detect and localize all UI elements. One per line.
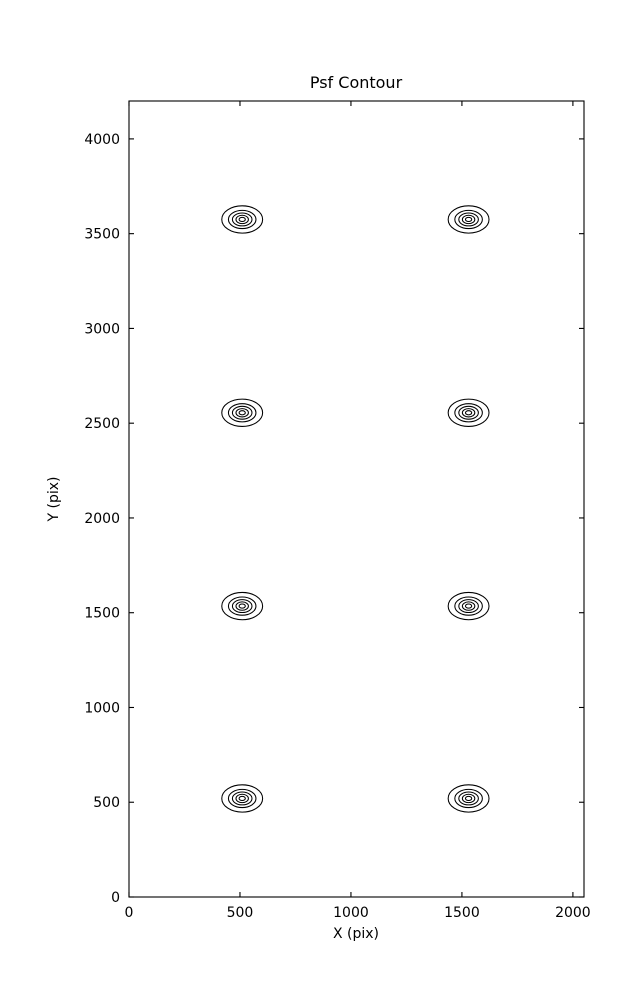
x-axis-ticks: 0 500 1000 1500 2000 [125, 101, 591, 921]
contour-ring [458, 791, 479, 806]
contour-ring [447, 398, 490, 427]
contour-ring [238, 216, 246, 223]
contour-ring [461, 601, 476, 611]
psf-contour-group [221, 205, 264, 234]
x-tick-label: 2000 [555, 905, 591, 921]
y-tick-label: 4000 [84, 132, 120, 148]
psf-contour-group [221, 784, 264, 813]
contour-ring [458, 599, 479, 614]
contour-ring [464, 216, 473, 223]
x-tick-label: 500 [227, 905, 254, 921]
psf-contour-group [447, 784, 490, 813]
y-tick-label: 2000 [84, 511, 120, 527]
contour-ring [221, 398, 264, 427]
contour-ring [461, 793, 476, 804]
contour-ring [464, 603, 473, 609]
contour-ring [231, 405, 253, 420]
axes-frame [128, 100, 585, 898]
contour-ring [464, 410, 473, 416]
contour-ring [221, 784, 264, 813]
contour-ring [221, 205, 264, 234]
contour-ring [235, 214, 249, 225]
contour-ring [447, 205, 490, 234]
contour-ring [231, 791, 253, 806]
y-tick-label: 3500 [84, 227, 120, 243]
contour-ring [227, 209, 257, 230]
contour-ring [231, 212, 253, 227]
y-tick-label: 1000 [84, 700, 120, 716]
contour-ring [464, 795, 473, 802]
contour-ring [235, 601, 249, 611]
contour-ring [447, 591, 490, 621]
y-tick-label: 1500 [84, 606, 120, 622]
contour-ring [447, 784, 490, 813]
contour-ring [454, 403, 483, 423]
contour-ring [238, 410, 246, 416]
contour-ring [235, 793, 249, 804]
psf-contour-group [221, 591, 264, 621]
psf-contour-group [221, 398, 264, 427]
y-axis-ticks: 0 500 1000 1500 2000 2500 3000 3500 4000 [84, 132, 584, 906]
contour-ring [238, 795, 246, 802]
plot-title: Psf Contour [310, 73, 403, 92]
contour-ring [235, 408, 249, 418]
psf-contour-group [447, 398, 490, 427]
psf-contour-group [447, 591, 490, 621]
contour-ring [454, 596, 483, 616]
contour-ring [458, 405, 479, 420]
contour-ring [227, 596, 257, 616]
x-tick-label: 0 [125, 905, 134, 921]
contour-ring [231, 599, 253, 614]
x-tick-label: 1500 [444, 905, 480, 921]
contour-series [221, 205, 490, 813]
psf-contour-group [447, 205, 490, 234]
contour-ring [238, 603, 246, 609]
x-tick-label: 1000 [333, 905, 369, 921]
contour-ring [221, 591, 264, 621]
contour-ring [454, 209, 483, 230]
contour-ring [458, 212, 479, 227]
contour-ring [454, 788, 483, 809]
y-tick-label: 2500 [84, 416, 120, 432]
y-axis-label: Y (pix) [46, 477, 62, 523]
contour-ring [461, 214, 476, 225]
contour-ring [227, 788, 257, 809]
contour-ring [461, 408, 476, 418]
x-axis-label: X (pix) [333, 926, 379, 942]
y-tick-label: 3000 [84, 321, 120, 337]
y-tick-label: 0 [111, 890, 120, 906]
contour-ring [227, 403, 257, 423]
y-tick-label: 500 [93, 795, 120, 811]
